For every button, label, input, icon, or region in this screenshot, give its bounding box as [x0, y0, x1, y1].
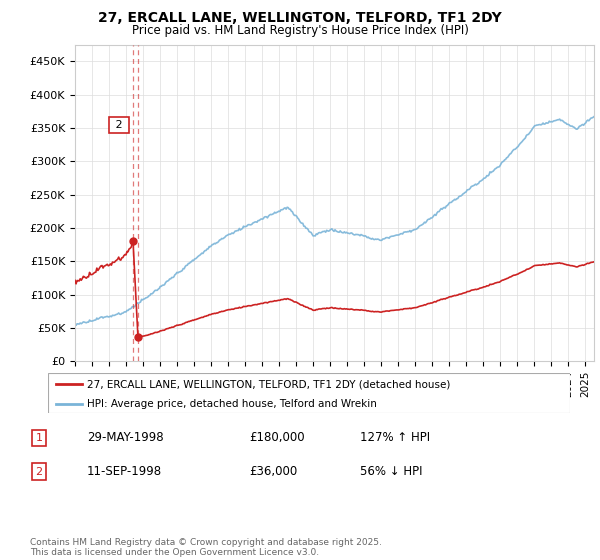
- Text: 27, ERCALL LANE, WELLINGTON, TELFORD, TF1 2DY (detached house): 27, ERCALL LANE, WELLINGTON, TELFORD, TF…: [87, 379, 451, 389]
- Text: 2: 2: [35, 466, 43, 477]
- Text: 29-MAY-1998: 29-MAY-1998: [87, 431, 164, 445]
- Text: Contains HM Land Registry data © Crown copyright and database right 2025.
This d: Contains HM Land Registry data © Crown c…: [30, 538, 382, 557]
- FancyBboxPatch shape: [48, 373, 570, 413]
- Text: 11-SEP-1998: 11-SEP-1998: [87, 465, 162, 478]
- Text: 2: 2: [112, 120, 127, 130]
- Text: HPI: Average price, detached house, Telford and Wrekin: HPI: Average price, detached house, Telf…: [87, 399, 377, 409]
- Text: 27, ERCALL LANE, WELLINGTON, TELFORD, TF1 2DY: 27, ERCALL LANE, WELLINGTON, TELFORD, TF…: [98, 11, 502, 25]
- Text: £180,000: £180,000: [249, 431, 305, 445]
- Text: 127% ↑ HPI: 127% ↑ HPI: [360, 431, 430, 445]
- Text: 56% ↓ HPI: 56% ↓ HPI: [360, 465, 422, 478]
- Text: £36,000: £36,000: [249, 465, 297, 478]
- Text: 1: 1: [35, 433, 43, 443]
- Text: Price paid vs. HM Land Registry's House Price Index (HPI): Price paid vs. HM Land Registry's House …: [131, 24, 469, 36]
